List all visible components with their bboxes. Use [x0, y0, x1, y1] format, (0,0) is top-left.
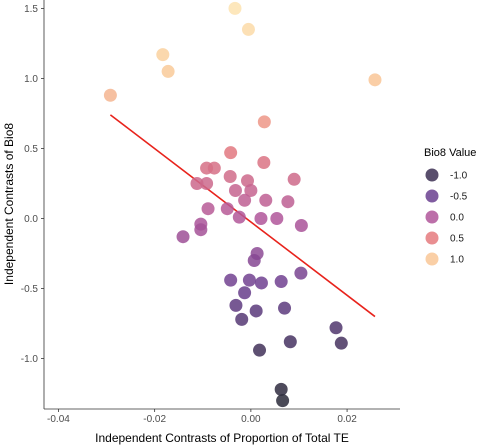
- legend-swatch: [425, 168, 439, 182]
- y-tick-label: 0.5: [24, 144, 38, 155]
- data-point: [294, 219, 308, 233]
- legend-swatch: [425, 252, 439, 266]
- data-point: [224, 273, 238, 287]
- y-tick-label: 0.0: [24, 214, 38, 225]
- data-point: [228, 1, 242, 15]
- data-point: [207, 161, 221, 175]
- y-tick-label: 1.0: [24, 74, 38, 85]
- legend-swatch: [425, 189, 439, 203]
- y-tick-label: 1.5: [24, 4, 38, 15]
- data-point: [238, 286, 252, 300]
- legend-label: 0.0: [450, 213, 464, 224]
- data-point: [190, 176, 204, 190]
- x-tick-label: -0.04: [47, 414, 70, 425]
- data-point: [254, 212, 268, 226]
- data-point: [294, 266, 308, 280]
- data-point: [247, 254, 261, 268]
- data-point: [259, 193, 273, 207]
- y-axis-ticks: -1.0 -0.5 0.0 0.5 1.0 1.5: [21, 4, 44, 365]
- legend-label: 1.0: [450, 255, 464, 266]
- x-axis-title: Independent Contrasts of Proportion of T…: [95, 431, 349, 445]
- data-point: [278, 301, 292, 315]
- data-point: [242, 273, 256, 287]
- data-point: [270, 212, 284, 226]
- plot-area: -0.04 -0.02 0.00 0.02 -1.0 -0.5 0.0 0.5 1.0 1.5: [21, 0, 400, 425]
- data-point: [257, 115, 271, 129]
- data-point: [276, 394, 290, 408]
- data-point: [232, 210, 246, 224]
- legend-swatch: [425, 210, 439, 224]
- data-point: [253, 343, 267, 357]
- data-point: [176, 230, 190, 244]
- data-point: [283, 335, 297, 349]
- data-point: [241, 22, 255, 36]
- data-point: [194, 223, 208, 237]
- data-point: [200, 176, 214, 190]
- legend-label: -1.0: [450, 171, 468, 182]
- data-points: [103, 1, 382, 408]
- legend-items: -1.0 -0.5 0.0 0.5 1.0: [425, 168, 468, 266]
- data-point: [334, 336, 348, 350]
- x-tick-label: 0.00: [241, 414, 261, 425]
- legend-label: -0.5: [450, 192, 468, 203]
- data-point: [220, 202, 234, 216]
- data-point: [287, 172, 301, 186]
- data-point: [156, 48, 170, 62]
- data-point: [229, 298, 243, 312]
- data-point: [103, 88, 117, 102]
- y-axis-title: Independent Contrasts of Bio8: [2, 123, 16, 285]
- data-point: [274, 275, 288, 289]
- data-point: [201, 202, 215, 216]
- y-tick-label: -0.5: [21, 284, 39, 295]
- data-point: [235, 312, 249, 326]
- legend-title: Bio8 Value: [424, 147, 476, 159]
- data-point: [224, 146, 238, 160]
- data-point: [329, 321, 343, 335]
- data-point: [238, 193, 252, 207]
- data-point: [228, 183, 242, 197]
- legend-swatch: [425, 231, 439, 245]
- data-point: [249, 304, 263, 318]
- data-point: [244, 183, 258, 197]
- data-point: [240, 174, 254, 188]
- data-point: [274, 382, 288, 396]
- data-point: [254, 276, 268, 290]
- legend-label: 0.5: [450, 234, 464, 245]
- y-tick-label: -1.0: [21, 354, 39, 365]
- legend: Bio8 Value -1.0 -0.5 0.0 0.5 1.0: [424, 147, 476, 266]
- data-point: [368, 73, 382, 87]
- data-point: [257, 155, 271, 169]
- data-point: [281, 195, 295, 209]
- x-axis-ticks: -0.04 -0.02 0.00 0.02: [47, 409, 357, 425]
- x-tick-label: 0.02: [337, 414, 357, 425]
- data-point: [223, 169, 237, 183]
- x-tick-label: -0.02: [143, 414, 166, 425]
- data-point: [161, 64, 175, 78]
